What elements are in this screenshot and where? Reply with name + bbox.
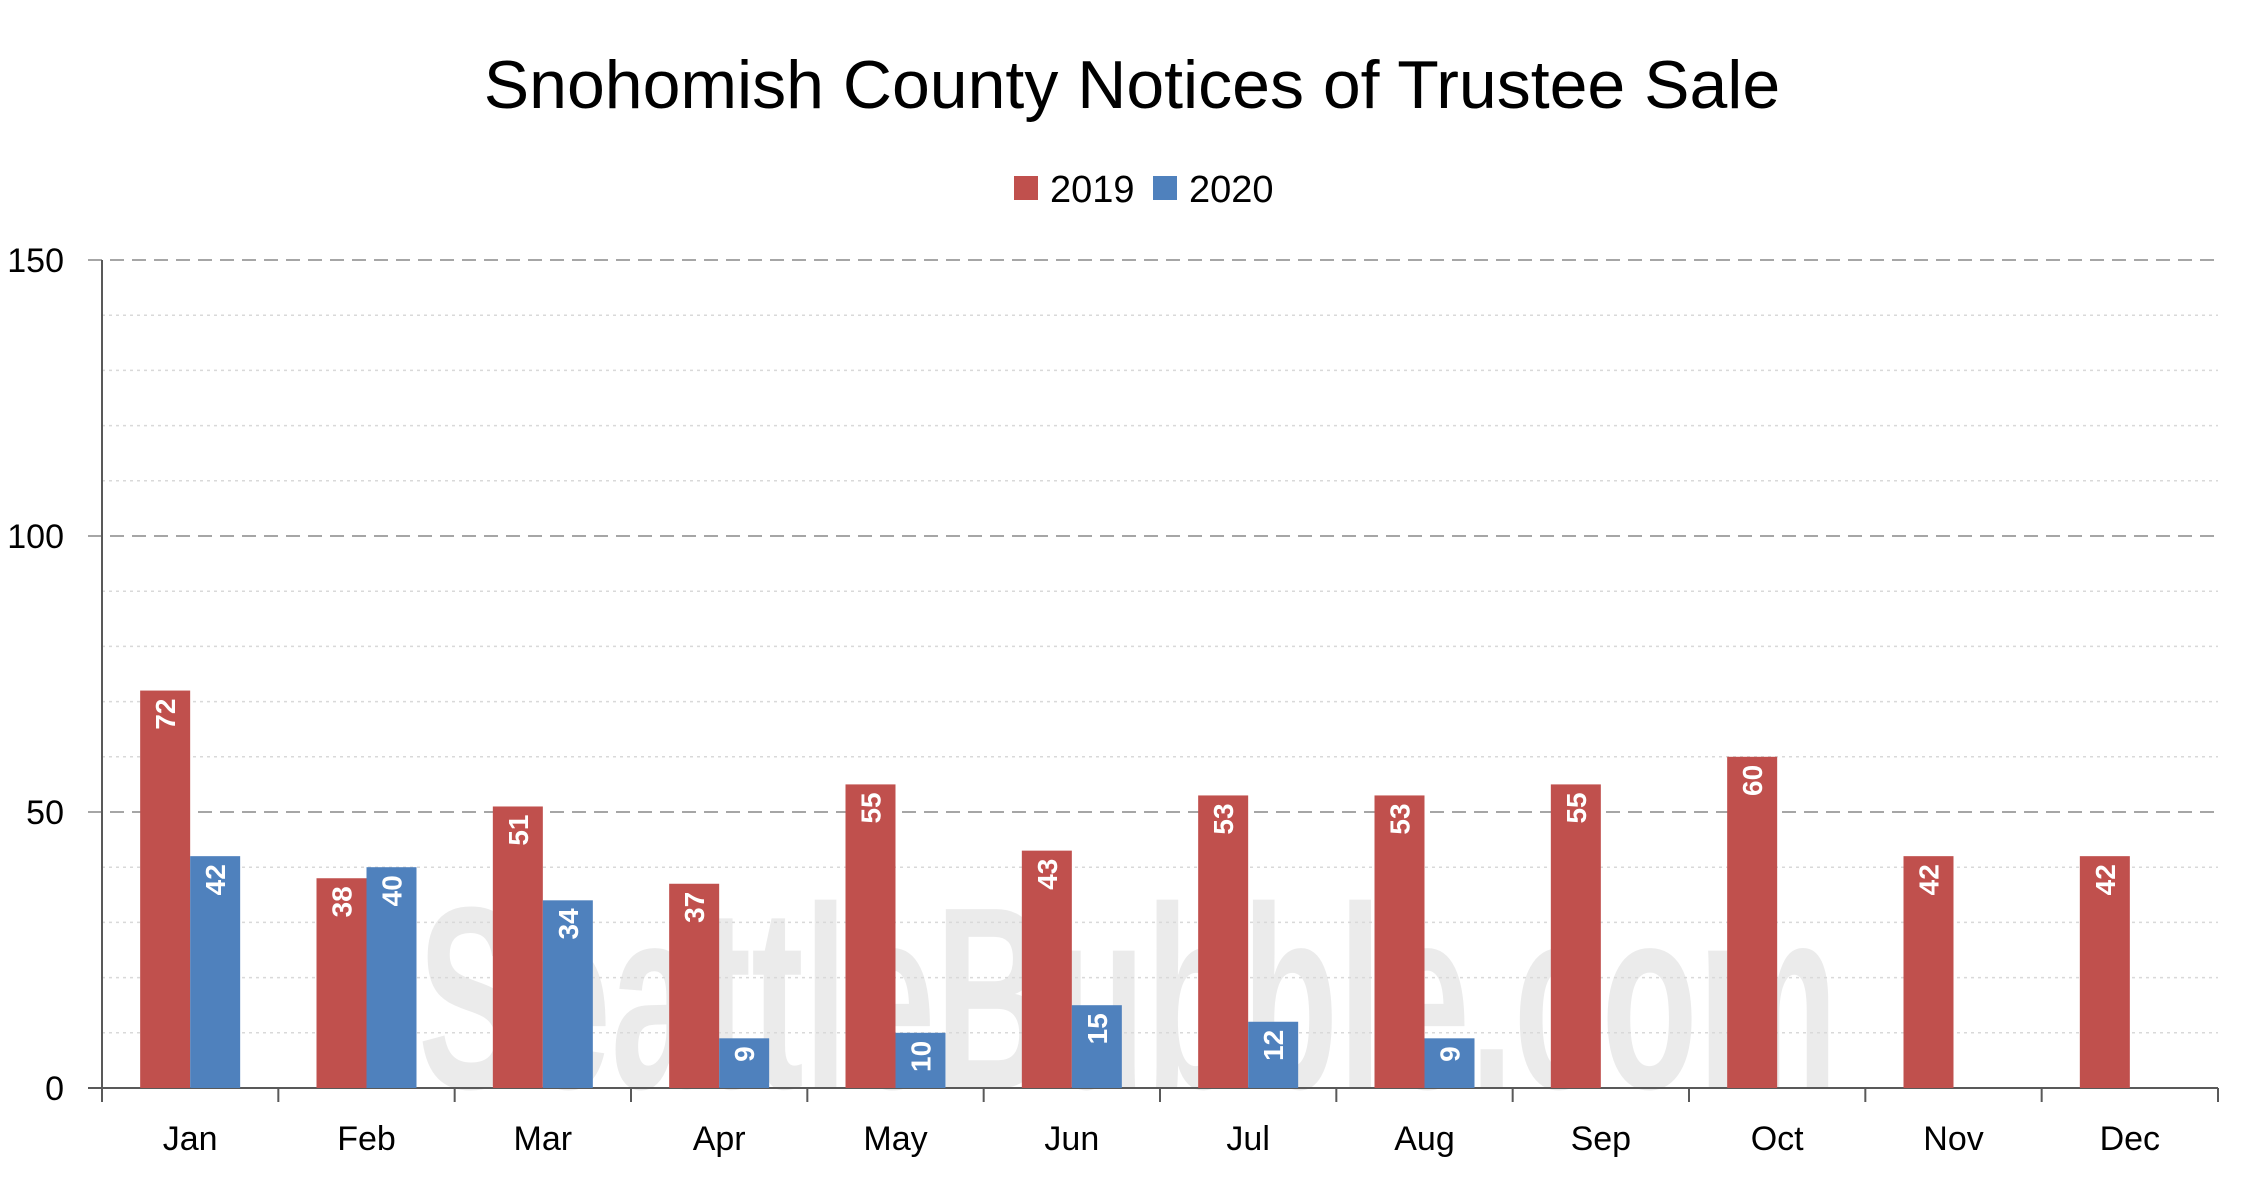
y-tick-label: 50 — [26, 794, 64, 832]
bar-2019-dec — [2079, 856, 2130, 1088]
bars — [140, 690, 2130, 1088]
data-label: 38 — [327, 886, 358, 917]
bar-2019-nov — [1903, 856, 1954, 1088]
bar-2019-aug — [1374, 795, 1425, 1088]
bar-2020-mar — [542, 900, 593, 1088]
bar-2020-jan — [190, 856, 241, 1088]
data-label: 55 — [1561, 792, 1592, 823]
x-tick-label: Jun — [1044, 1120, 1099, 1158]
y-tick-label: 100 — [7, 518, 64, 556]
data-labels: 72 38 51 37 55 43 53 53 55 60 42 42 42 40 34 9 10 15 12 9 — [150, 699, 2121, 1072]
x-tick-label: Apr — [693, 1120, 746, 1158]
gridlines — [88, 259, 2218, 1034]
bar-2020-jul — [1248, 1021, 1299, 1088]
bar-2019-mar — [492, 806, 543, 1088]
x-tick-label: Dec — [2100, 1120, 2160, 1158]
bar-2019-jul — [1198, 795, 1249, 1088]
legend-swatch-2020 — [1153, 176, 1177, 200]
data-label: 15 — [1082, 1013, 1113, 1044]
x-tick-label: Feb — [337, 1120, 396, 1158]
bar-2020-jun — [1071, 1005, 1122, 1088]
data-label: 9 — [1435, 1046, 1466, 1062]
x-tick-label: Jul — [1226, 1120, 1269, 1158]
bar-2020-apr — [719, 1038, 770, 1088]
x-tick-label: Aug — [1394, 1120, 1455, 1158]
data-label: 43 — [1032, 859, 1063, 890]
data-label: 40 — [377, 875, 408, 906]
data-label: 72 — [150, 699, 181, 730]
data-label: 60 — [1737, 765, 1768, 796]
data-label: 10 — [906, 1041, 937, 1072]
bar-2019-jan — [140, 690, 191, 1088]
tick-labels: 0 50 100 150 Jan Feb Mar Apr May Jun Jul Aug Sep Oct N… — [7, 242, 2160, 1158]
bar-2019-may — [845, 784, 896, 1088]
chart-title: Snohomish County Notices of Trustee Sale — [484, 47, 1780, 123]
data-label: 51 — [503, 814, 534, 845]
x-tick-label: May — [863, 1120, 927, 1158]
legend: 2019 2020 — [1014, 169, 1274, 211]
bar-2020-aug — [1424, 1038, 1475, 1088]
legend-label-2019: 2019 — [1050, 169, 1135, 211]
legend-label-2020: 2020 — [1189, 169, 1274, 211]
data-label: 42 — [2090, 864, 2121, 895]
bar-2019-feb — [316, 878, 367, 1088]
bar-2019-apr — [669, 883, 720, 1088]
data-label: 37 — [679, 892, 710, 923]
x-tick-label: Sep — [1571, 1120, 1632, 1158]
x-tick-label: Nov — [1923, 1120, 1983, 1158]
x-tick-label: Mar — [514, 1120, 573, 1158]
bar-2020-feb — [366, 867, 417, 1088]
x-tick-label: Jan — [163, 1120, 218, 1158]
bar-2019-oct — [1727, 756, 1778, 1088]
axes — [88, 260, 2219, 1102]
data-label: 42 — [1914, 864, 1945, 895]
y-tick-label: 0 — [45, 1070, 64, 1108]
x-tick-label: Oct — [1751, 1120, 1804, 1158]
data-label: 55 — [856, 792, 887, 823]
data-label: 34 — [553, 908, 584, 940]
data-label: 9 — [729, 1046, 760, 1062]
watermark: SeattleBubble.com — [418, 854, 1838, 1144]
bar-2020-may — [895, 1032, 946, 1088]
data-label: 53 — [1208, 803, 1239, 834]
legend-swatch-2019 — [1014, 176, 1038, 200]
data-label: 53 — [1385, 803, 1416, 834]
y-tick-label: 150 — [7, 242, 64, 280]
bar-2019-jun — [1021, 850, 1072, 1088]
bar-2019-sep — [1550, 784, 1601, 1088]
data-label: 12 — [1258, 1030, 1289, 1061]
data-label: 42 — [200, 864, 231, 895]
